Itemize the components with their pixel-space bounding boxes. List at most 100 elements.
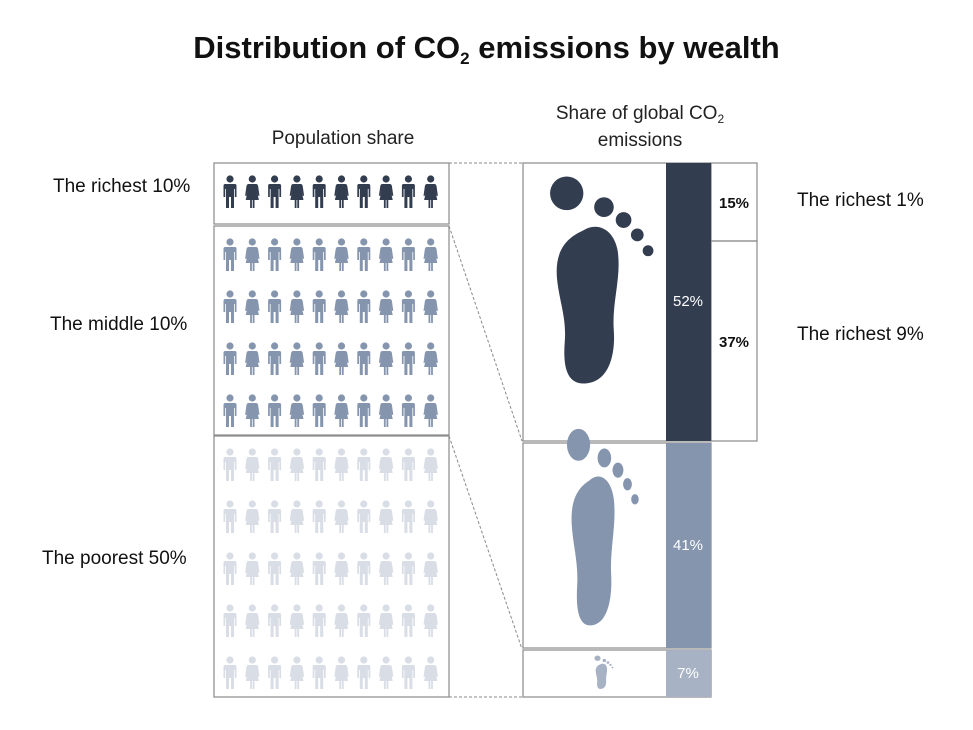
people-icons-richest <box>223 175 438 208</box>
footprint-small-icon <box>594 655 614 689</box>
man-icon <box>312 238 326 271</box>
man-icon <box>268 500 282 533</box>
richest-10-population-box <box>213 162 450 225</box>
man-icon <box>223 552 237 585</box>
label-richest-9: The richest 9% <box>797 324 924 345</box>
woman-icon <box>334 604 349 637</box>
man-icon <box>223 448 237 481</box>
woman-icon <box>423 500 438 533</box>
man-icon <box>268 175 282 208</box>
woman-icon <box>289 238 305 271</box>
woman-icon <box>378 604 394 637</box>
value-label-7: 7% <box>677 665 699 682</box>
man-icon <box>312 290 326 323</box>
woman-icon <box>378 238 394 271</box>
value-label-52: 52% <box>672 293 704 310</box>
bar-richest-10 <box>666 163 711 441</box>
label-richest-1: The richest 1% <box>797 190 924 211</box>
woman-icon <box>423 394 438 427</box>
woman-icon <box>289 448 305 481</box>
woman-icon <box>378 656 394 689</box>
woman-icon <box>289 500 305 533</box>
people-icons-poorest <box>223 448 438 689</box>
man-icon <box>223 500 237 533</box>
man-icon <box>223 238 237 271</box>
footprint-large-icon <box>550 176 654 384</box>
man-icon <box>357 500 371 533</box>
connector-lines <box>448 162 523 698</box>
woman-icon <box>423 604 438 637</box>
man-icon <box>223 290 237 323</box>
man-icon <box>268 238 282 271</box>
value-label-41: 41% <box>672 537 704 554</box>
value-label-37: 37% <box>718 334 750 351</box>
man-icon <box>401 290 415 323</box>
woman-icon <box>423 342 438 375</box>
man-icon <box>401 552 415 585</box>
man-icon <box>401 394 415 427</box>
man-icon <box>223 394 237 427</box>
woman-icon <box>289 552 305 585</box>
woman-icon <box>423 290 438 323</box>
woman-icon <box>334 342 349 375</box>
woman-icon <box>378 394 394 427</box>
woman-icon <box>378 175 394 208</box>
bar-poorest <box>666 650 711 697</box>
man-icon <box>401 500 415 533</box>
man-icon <box>357 448 371 481</box>
woman-icon <box>334 175 349 208</box>
man-icon <box>401 656 415 689</box>
woman-icon <box>423 448 438 481</box>
woman-icon <box>245 656 260 689</box>
woman-icon <box>378 342 394 375</box>
woman-icon <box>289 394 305 427</box>
man-icon <box>357 552 371 585</box>
woman-icon <box>245 290 260 323</box>
woman-icon <box>245 394 260 427</box>
man-icon <box>268 604 282 637</box>
man-icon <box>312 656 326 689</box>
woman-icon <box>423 238 438 271</box>
man-icon <box>401 238 415 271</box>
man-icon <box>268 656 282 689</box>
people-icons-middle <box>223 238 438 427</box>
woman-icon <box>378 448 394 481</box>
label-richest-10: The richest 10% <box>53 176 191 197</box>
woman-icon <box>289 290 305 323</box>
woman-icon <box>245 500 260 533</box>
woman-icon <box>334 552 349 585</box>
footprint-medium-icon <box>566 428 639 626</box>
woman-icon <box>245 175 260 208</box>
woman-icon <box>289 175 305 208</box>
man-icon <box>268 290 282 323</box>
man-icon <box>357 394 371 427</box>
man-icon <box>401 448 415 481</box>
woman-icon <box>378 290 394 323</box>
man-icon <box>357 604 371 637</box>
value-label-15: 15% <box>718 195 750 212</box>
woman-icon <box>245 604 260 637</box>
man-icon <box>223 175 237 208</box>
man-icon <box>312 500 326 533</box>
bar-middle <box>666 443 711 648</box>
man-icon <box>223 656 237 689</box>
emissions-share-header: Share of global CO2 emissions <box>555 103 725 151</box>
label-poorest-50: The poorest 50% <box>42 548 187 569</box>
man-icon <box>268 394 282 427</box>
man-icon <box>357 342 371 375</box>
man-icon <box>268 552 282 585</box>
man-icon <box>312 448 326 481</box>
woman-icon <box>378 552 394 585</box>
middle-population-box <box>213 225 450 436</box>
woman-icon <box>334 290 349 323</box>
chart-title: Distribution of CO2 emissions by wealth <box>193 30 780 68</box>
woman-icon <box>289 656 305 689</box>
woman-icon <box>423 552 438 585</box>
man-icon <box>401 342 415 375</box>
woman-icon <box>334 500 349 533</box>
man-icon <box>357 290 371 323</box>
man-icon <box>312 175 326 208</box>
woman-icon <box>334 238 349 271</box>
woman-icon <box>378 500 394 533</box>
